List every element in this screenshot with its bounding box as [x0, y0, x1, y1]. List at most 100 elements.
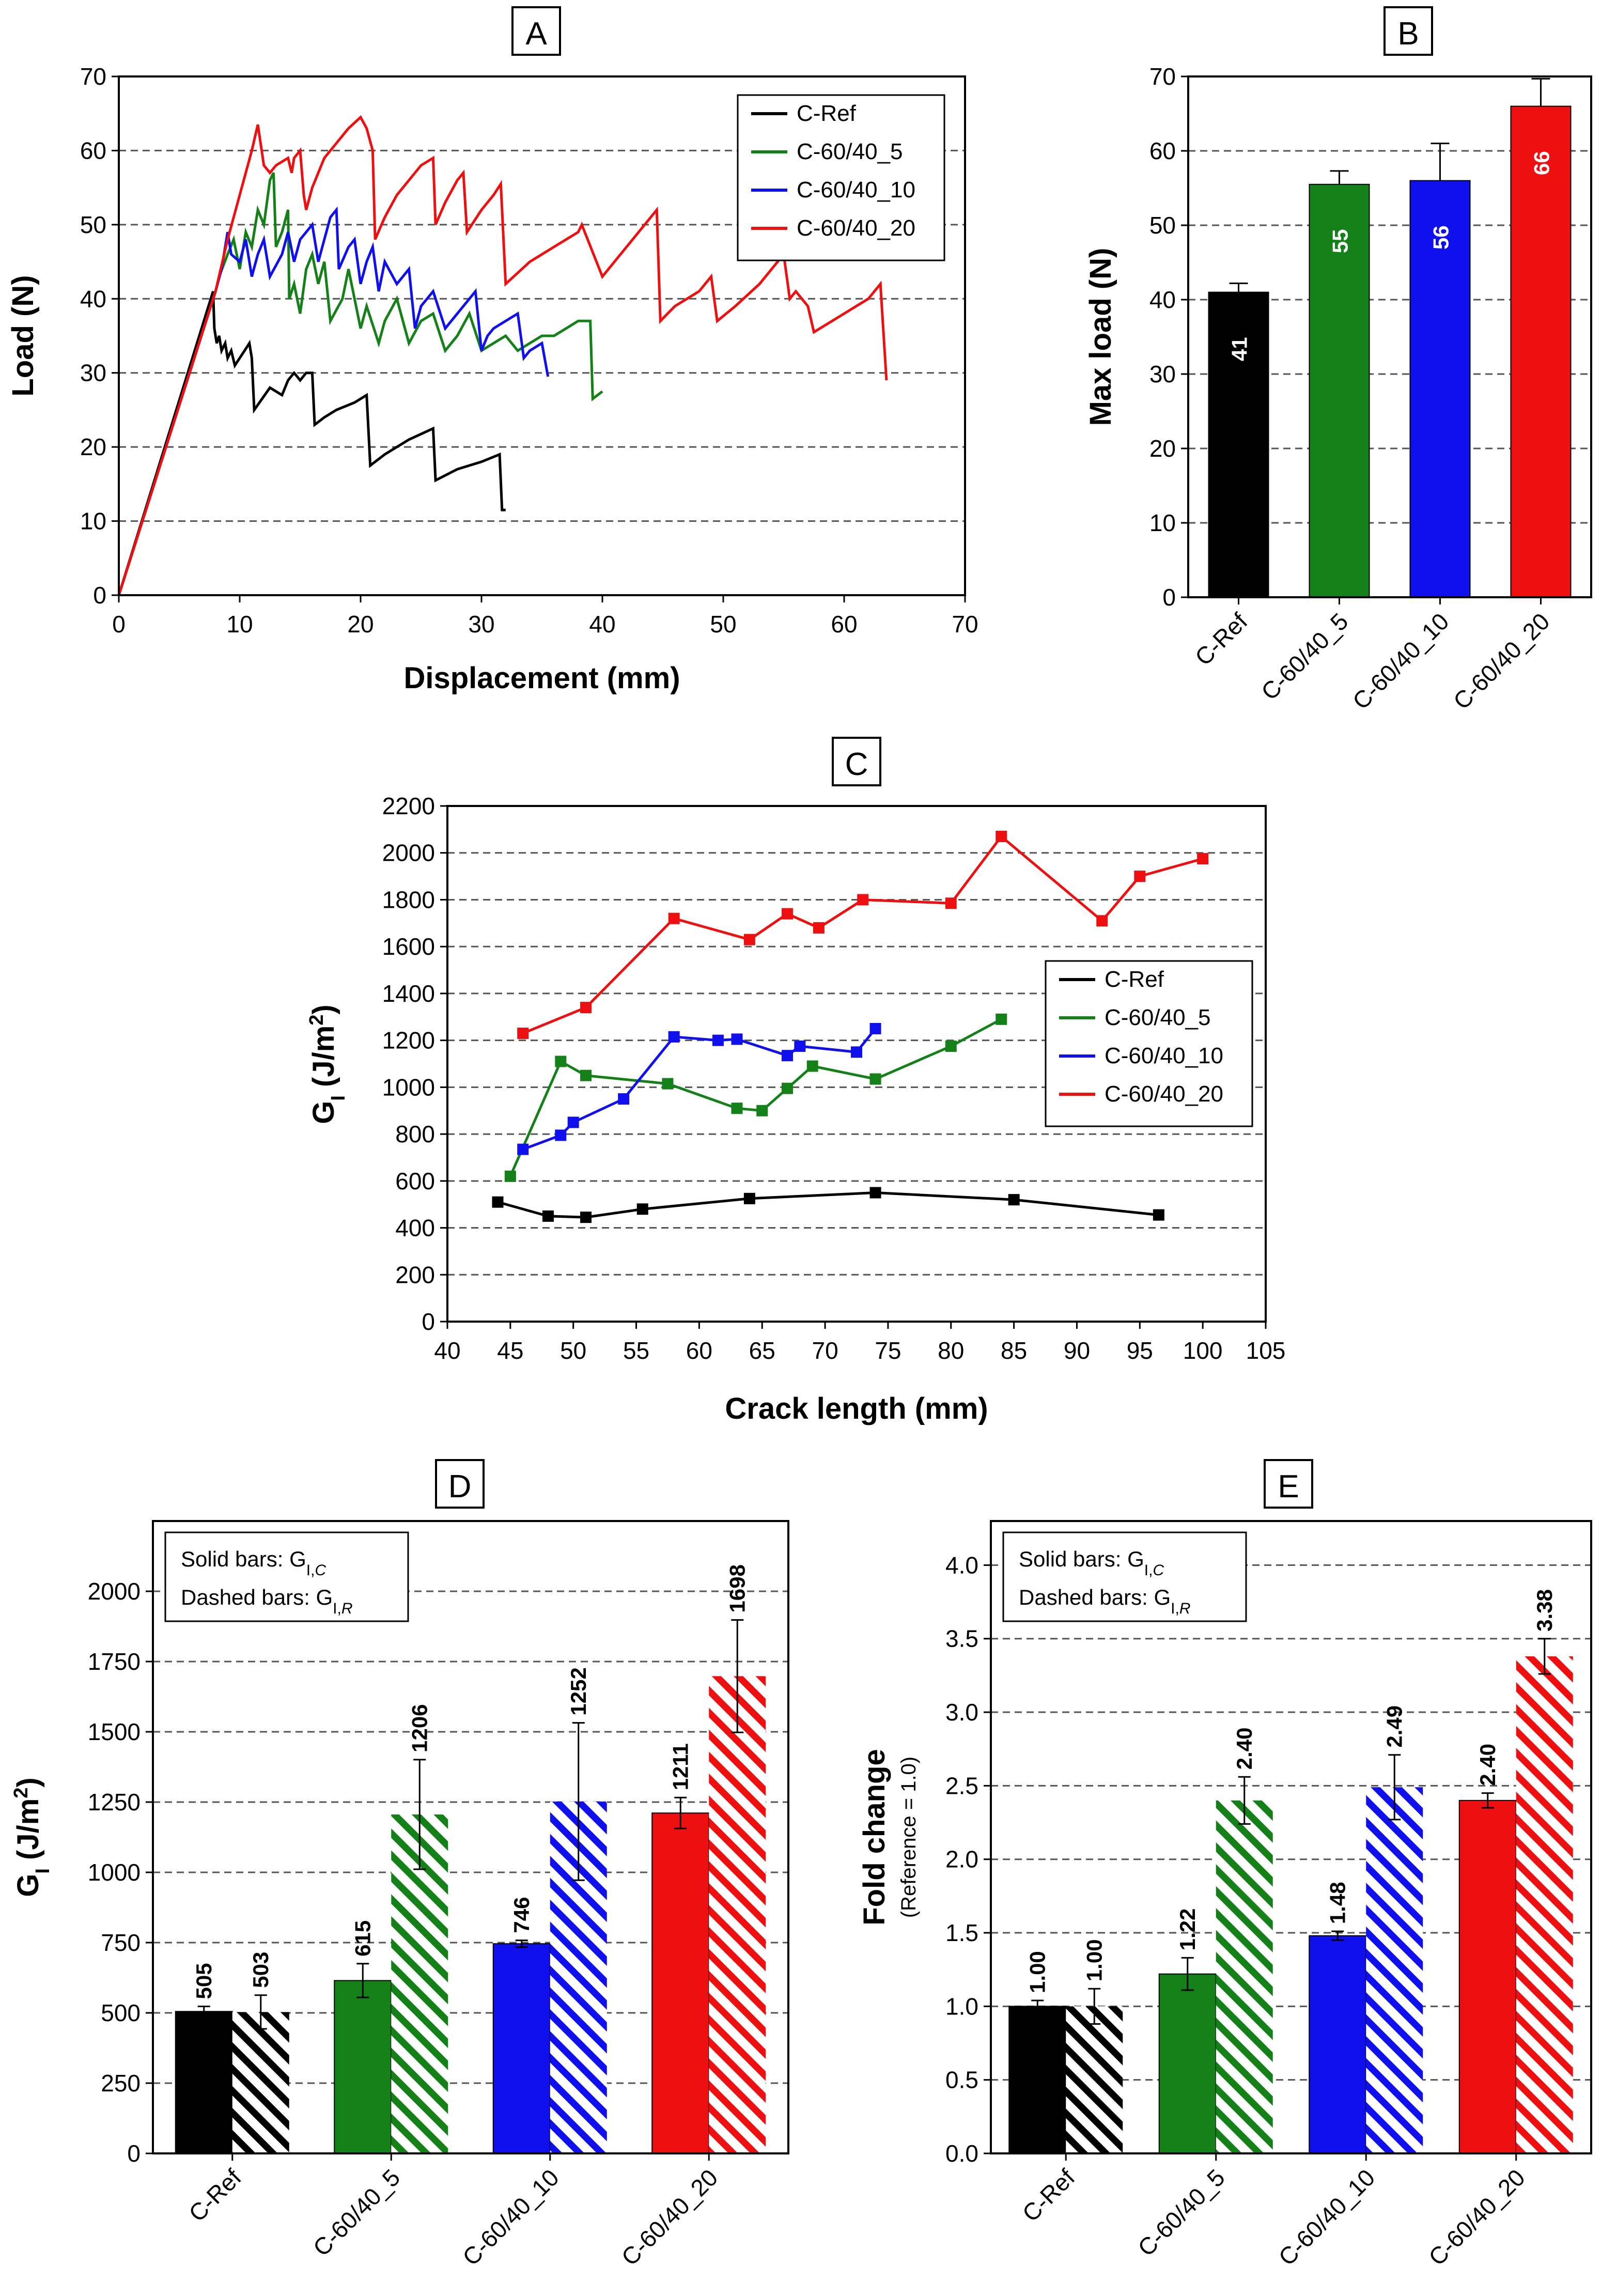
chart-c-gi-crack-length: 0 200 400 600 800 1000 1200 1400 1600 1800 2000 220… — [306, 793, 1285, 1425]
data-point-c-60-40-5 — [996, 1013, 1007, 1025]
x-tick-label-c-60-40-10: C-60/40_10 — [1273, 2164, 1380, 2271]
y-tick-label: 10 — [80, 508, 106, 535]
data-point-c-ref — [636, 1203, 648, 1215]
y-tick-label: 0 — [127, 2140, 141, 2167]
bar-value-label-c-ref-hatched: 1.00 — [1082, 1939, 1106, 1981]
bar-c-ref-solid — [175, 2011, 233, 2154]
legend-label-c-60-40-10: C-60/40_10 — [797, 177, 915, 203]
x-tick-label: 30 — [468, 611, 494, 638]
y-tick-label: 1600 — [382, 933, 435, 960]
data-point-c-ref — [1008, 1194, 1020, 1206]
y-tick-label: 50 — [1149, 212, 1176, 239]
data-point-c-ref — [1153, 1209, 1164, 1221]
data-point-c-60-40-5 — [806, 1060, 818, 1072]
data-point-c-60-40-20 — [1134, 871, 1146, 882]
data-point-c-ref — [869, 1187, 881, 1199]
x-tick-label-c-60-40-5: C-60/40_5 — [1256, 608, 1354, 705]
bar-value-label-c-60-40-20: 66 — [1530, 151, 1554, 175]
y-tick-label: 200 — [395, 1261, 435, 1288]
legend-label-c-60-40-5: C-60/40_5 — [797, 139, 903, 164]
data-point-c-60-40-5 — [580, 1069, 592, 1081]
x-tick-label-c-60-40-20: C-60/40_20 — [1448, 608, 1555, 715]
data-point-c-60-40-20 — [857, 894, 869, 906]
y-tick-label: 600 — [395, 1168, 435, 1194]
panel-label-c: C — [832, 737, 881, 786]
series-line-c-ref — [497, 1191, 1159, 1219]
bar-value-label-c-60-40-10-hatched: 2.49 — [1382, 1705, 1406, 1748]
data-point-c-60-40-5 — [756, 1105, 768, 1116]
y-tick-label: 2000 — [382, 840, 435, 866]
y-tick-label: 1.5 — [945, 1919, 978, 1946]
bar-value-label-c-60-40-10-solid: 1.48 — [1325, 1882, 1349, 1924]
x-tick-label-c-ref: C-Ref — [183, 2164, 246, 2227]
data-point-c-60-40-5 — [869, 1073, 881, 1085]
y-tick-label: 1800 — [382, 886, 435, 913]
bar-c-60-40-5-solid — [334, 1980, 392, 2154]
data-point-c-60-40-20 — [1197, 853, 1209, 865]
bar-c-ref — [1208, 291, 1269, 598]
data-point-c-60-40-5 — [504, 1170, 516, 1182]
bar-value-label-c-60-40-10-hatched: 1252 — [566, 1667, 590, 1715]
y-tick-label: 1750 — [88, 1648, 141, 1675]
bar-c-ref-hatched — [1066, 2006, 1123, 2153]
chart-b-max-load: 0 10 20 30 40 50 60 70 41 C-Ref 55 C-60/40_5 56 C-60/… — [1084, 63, 1592, 715]
panel-label-d: D — [435, 1459, 485, 1509]
x-tick-label-c-60-40-5: C-60/40_5 — [1132, 2164, 1230, 2261]
data-point-c-ref — [580, 1212, 592, 1223]
plot-frame — [446, 805, 1267, 1323]
y-axis-title: Max load (N) — [1084, 248, 1117, 426]
data-point-c-60-40-5 — [662, 1078, 674, 1090]
x-tick-label-c-ref: C-Ref — [1190, 608, 1253, 671]
data-point-c-60-40-20 — [580, 1002, 592, 1014]
y-tick-label: 1400 — [382, 980, 435, 1007]
bar-c-60-40-5-hatched — [391, 1814, 448, 2153]
bar-c-ref-hatched — [232, 2012, 289, 2153]
y-tick-label: 2.0 — [945, 1846, 978, 1873]
y-tick-label: 30 — [80, 360, 106, 386]
data-point-c-60-40-10 — [618, 1093, 630, 1105]
y-tick-label: 1000 — [382, 1074, 435, 1100]
y-tick-label: 40 — [80, 285, 106, 312]
bar-value-label-c-60-40-20-hatched: 3.38 — [1532, 1589, 1557, 1632]
data-point-c-60-40-10 — [731, 1033, 743, 1045]
x-axis-title: Crack length (mm) — [725, 1392, 988, 1425]
data-point-c-60-40-5 — [555, 1056, 567, 1067]
y-axis-title: GI (J/m2) — [10, 1777, 54, 1897]
y-tick-label: 0 — [422, 1308, 435, 1335]
y-tick-label: 40 — [1149, 286, 1176, 313]
bar-value-label-c-60-40-5-hatched: 2.40 — [1232, 1728, 1256, 1770]
plot-frame — [1187, 75, 1592, 598]
y-tick-label: 50 — [80, 211, 106, 238]
bar-c-60-40-5-hatched — [1216, 1800, 1273, 2153]
bar-c-60-40-20-solid — [651, 1812, 710, 2154]
data-point-c-60-40-20 — [1096, 915, 1108, 927]
data-point-c-60-40-10 — [712, 1034, 724, 1046]
data-point-c-60-40-10 — [668, 1031, 680, 1043]
legend-label-c-60-40-20: C-60/40_20 — [1105, 1081, 1223, 1107]
x-tick-label: 65 — [749, 1337, 775, 1364]
bar-c-60-40-10-hatched — [1366, 1787, 1423, 2153]
bar-value-label-c-60-40-20-solid: 1211 — [668, 1743, 692, 1790]
x-tick-label: 85 — [1001, 1337, 1027, 1364]
y-axis-title: Load (N) — [6, 275, 40, 396]
data-point-c-60-40-20 — [996, 830, 1007, 842]
bar-value-label-c-ref-hatched: 503 — [248, 1952, 273, 1988]
data-point-c-60-40-10 — [851, 1046, 862, 1058]
y-tick-label: 2200 — [382, 793, 435, 819]
data-point-c-ref — [542, 1210, 554, 1222]
data-point-c-60-40-10 — [794, 1040, 806, 1052]
data-point-c-60-40-10 — [781, 1050, 793, 1062]
plot-frame — [152, 1520, 789, 2154]
x-tick-label: 60 — [686, 1337, 712, 1364]
x-tick-label: 70 — [952, 611, 978, 638]
x-axis-title: Displacement (mm) — [403, 661, 680, 695]
y-tick-label: 0.5 — [945, 2067, 978, 2093]
bar-c-60-40-5 — [1309, 183, 1370, 598]
bar-value-label-c-60-40-20-solid: 2.40 — [1475, 1744, 1500, 1786]
y-tick-label: 1.0 — [945, 1993, 978, 2020]
chart-d-gi-bars: 0 250 500 750 1000 1250 1500 1750 2000 C-Ref 505 50… — [10, 1520, 789, 2271]
y-tick-label: 70 — [80, 63, 106, 90]
data-point-c-60-40-20 — [517, 1028, 529, 1040]
y-tick-label: 0 — [1162, 584, 1176, 611]
data-point-c-60-40-20 — [668, 912, 680, 924]
